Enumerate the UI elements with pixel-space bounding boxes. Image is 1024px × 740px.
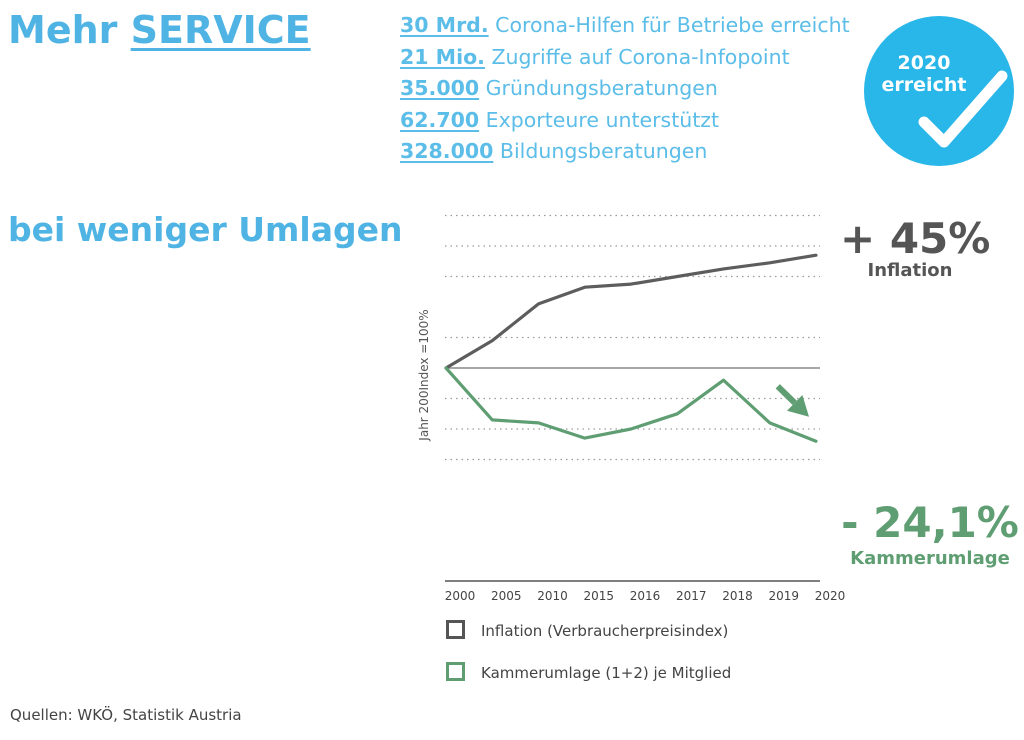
x-tick-label: 2017 bbox=[676, 589, 707, 603]
stat-value: 328.000 bbox=[400, 139, 494, 163]
source-note: Quellen: WKÖ, Statistik Austria bbox=[10, 706, 242, 724]
legend-label: Kammerumlage (1+2) je Mitglied bbox=[481, 664, 732, 682]
x-tick-label: 2020 bbox=[815, 589, 846, 603]
badge-year: 2020 bbox=[897, 52, 951, 74]
y-axis-label: Jahr 200Index =100% bbox=[417, 309, 431, 441]
page-subtitle: bei weniger Umlagen bbox=[8, 210, 403, 249]
kammer-change-label: Kammerumlage bbox=[850, 548, 1010, 569]
stat-item: 21 Mio. Zugriffe auf Corona-Infopoint bbox=[400, 42, 850, 74]
stats-list: 30 Mrd. Corona-Hilfen für Betriebe errei… bbox=[400, 10, 850, 168]
stat-text: Corona-Hilfen für Betriebe erreicht bbox=[495, 13, 850, 37]
stat-item: 328.000 Bildungsberatungen bbox=[400, 136, 850, 168]
checkmark-icon bbox=[918, 70, 1008, 148]
x-tick-label: 2005 bbox=[491, 589, 522, 603]
kammer-series-line bbox=[444, 366, 818, 443]
legend-item-kammer: Kammerumlage (1+2) je Mitglied bbox=[446, 658, 731, 688]
page-title: Mehr SERVICE bbox=[8, 8, 311, 52]
x-tick-label: 2018 bbox=[722, 589, 753, 603]
stat-item: 35.000 Gründungsberatungen bbox=[400, 73, 850, 105]
x-tick-label: 2016 bbox=[630, 589, 661, 603]
badge-status: erreicht bbox=[881, 74, 967, 96]
chart-grid bbox=[445, 214, 820, 461]
stat-value: 35.000 bbox=[400, 76, 480, 100]
trend-arrow-head bbox=[787, 394, 809, 417]
inflation-change-label: Inflation bbox=[867, 260, 953, 281]
stat-item: 30 Mrd. Corona-Hilfen für Betriebe errei… bbox=[400, 10, 850, 42]
inflation-change-value: + 45% bbox=[840, 214, 991, 263]
stat-value: 21 Mio. bbox=[400, 44, 485, 69]
page-title-emphasis: SERVICE bbox=[130, 8, 311, 52]
badge-label: 2020 erreicht bbox=[864, 52, 984, 96]
trend-arrow-icon bbox=[775, 384, 809, 417]
chart-legend: Inflation (Verbraucherpreisindex) Kammer… bbox=[446, 616, 731, 688]
chart-series bbox=[444, 253, 818, 443]
x-tick-label: 2010 bbox=[537, 589, 568, 603]
inflation-series-line bbox=[444, 253, 818, 370]
x-tick-label: 2000 bbox=[445, 589, 476, 603]
x-tick-labels: 2000 2005 2010 2015 2016 2017 2018 2019 2020 bbox=[445, 589, 846, 603]
legend-swatch-kammer bbox=[446, 662, 465, 681]
x-tick-label: 2015 bbox=[583, 589, 614, 603]
legend-item-inflation: Inflation (Verbraucherpreisindex) bbox=[446, 616, 731, 646]
legend-swatch-inflation bbox=[446, 620, 465, 639]
stat-value: 62.700 bbox=[400, 107, 480, 132]
stat-item: 62.700 Exporteure unterstützt bbox=[400, 105, 850, 137]
trend-arrow-shaft bbox=[775, 384, 797, 405]
stat-value: 30 Mrd. bbox=[400, 13, 489, 37]
stat-text: Exporteure unterstützt bbox=[485, 107, 720, 132]
stat-text: Bildungsberatungen bbox=[499, 139, 708, 163]
kammer-change-value: - 24,1% bbox=[841, 498, 1019, 547]
x-tick-label: 2019 bbox=[768, 589, 799, 603]
legend-label: Inflation (Verbraucherpreisindex) bbox=[481, 622, 729, 640]
stat-text: Gründungsberatungen bbox=[485, 76, 718, 100]
stat-text: Zugriffe auf Corona-Infopoint bbox=[491, 44, 790, 69]
achievement-badge: 2020 erreicht bbox=[864, 16, 1014, 166]
page-title-prefix: Mehr bbox=[8, 8, 118, 52]
